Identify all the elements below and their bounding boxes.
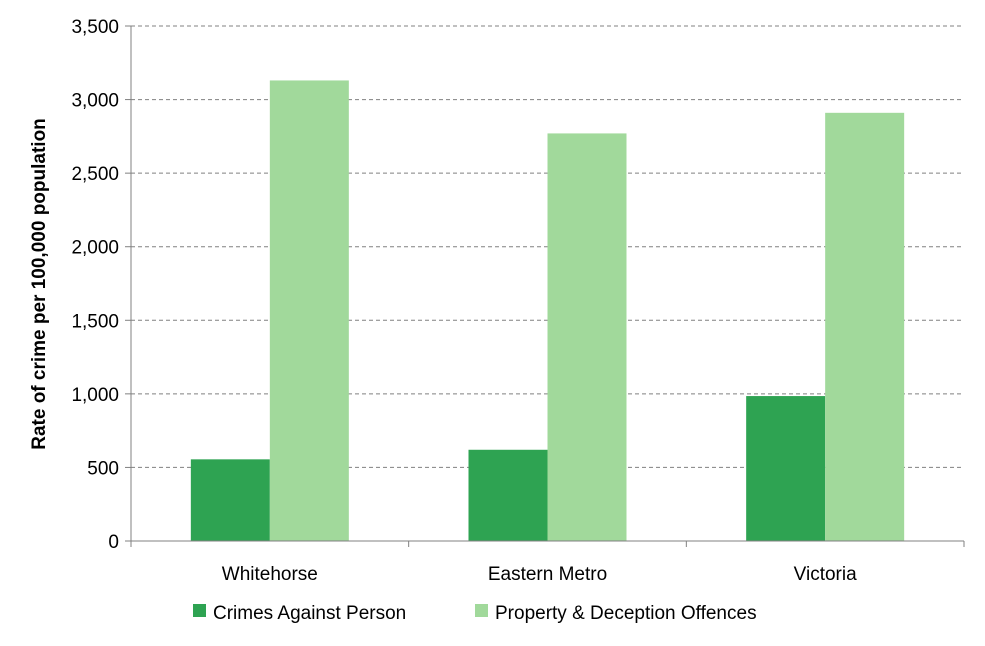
y-tick-label: 0 (108, 532, 119, 553)
legend-label: Crimes Against Person (213, 603, 406, 624)
bar (547, 133, 627, 541)
y-tick-label: 500 (87, 458, 119, 479)
y-tick-label: 1,000 (71, 385, 119, 406)
bar (825, 112, 905, 542)
legend: Crimes Against Person Property & Deceptio… (193, 603, 757, 624)
bar (269, 80, 349, 541)
x-category-label: Eastern Metro (488, 564, 607, 585)
y-tick-labels: 0 500 1,000 1,500 2,000 2,500 3,000 3,500 (71, 17, 119, 553)
bar (190, 459, 270, 541)
x-category-labels: Whitehorse Eastern Metro Victoria (222, 564, 857, 585)
legend-label: Property & Deception Offences (495, 603, 757, 624)
x-category-label: Victoria (794, 564, 857, 585)
legend-swatch (193, 604, 206, 617)
y-axis-title: Rate of crime per 100,000 population (29, 118, 50, 450)
bars (190, 80, 905, 542)
x-category-label: Whitehorse (222, 564, 318, 585)
legend-swatch (475, 604, 488, 617)
bar (468, 449, 548, 541)
y-tick-label: 1,500 (71, 311, 119, 332)
y-tick-label: 3,500 (71, 17, 119, 38)
y-tick-label: 3,000 (71, 91, 119, 112)
bar (746, 396, 826, 541)
y-tick-label: 2,000 (71, 238, 119, 259)
axes (125, 25, 965, 547)
y-tick-label: 2,500 (71, 164, 119, 185)
